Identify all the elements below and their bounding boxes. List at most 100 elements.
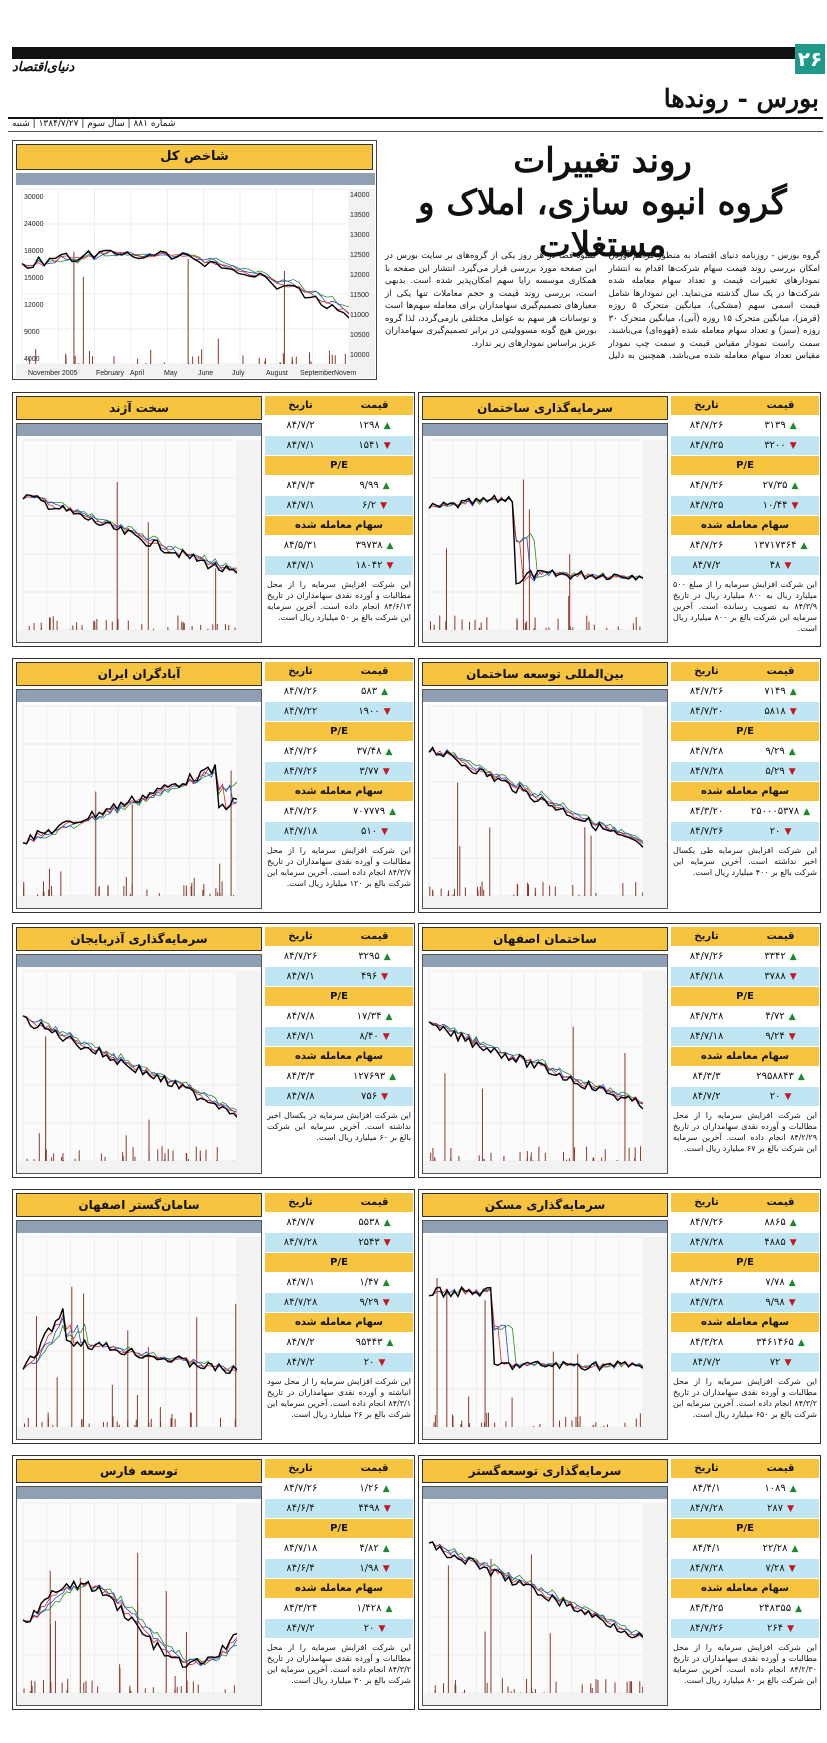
up-arrow-icon: ▲ [382,1484,390,1494]
chart-toolbar [17,1487,261,1499]
price-axis [237,1237,261,1427]
up-arrow-icon: ▲ [386,1338,394,1348]
stats-table: قیمت تاریخ ▲۳۳۴۲ ۸۴/۷/۲۶ ▼۳۷۸۸ ۸۴/۷/۱۸ P/… [671,927,819,1176]
y-tick-label: 12000 [24,302,44,309]
x-tick-label: April [130,370,144,377]
value-cell: ▲۳۱۳۹ [764,420,797,431]
date-cell: ۸۴/۷/۱ [286,560,315,571]
date-cell: ۸۴/۷/۲۶ [283,686,318,697]
down-arrow-icon: ▼ [383,1238,391,1248]
dateline: شماره ۸۸۱ | سال سوم | ۱۳۸۴/۷/۲۷ | شنبه [12,119,176,129]
column-header: قیمت تاریخ [671,927,819,947]
chart-box: سامان‌گستر اصفهان [16,1193,262,1440]
up-arrow-icon: ▲ [788,747,796,757]
date-cell: ۸۴/۷/۱ [286,971,315,982]
value-row: ▼۳۲۰۰ ۸۴/۷/۲۵ [671,436,819,456]
stock-panel: آبادگران ایران قیمت تاریخ ▲۵۸۳ ۸۴/۷/۲۶ ▼۱… [12,658,415,913]
date-cell: ۸۴/۶/۴ [286,1563,315,1574]
stock-panel: ساختمان اصفهان قیمت تاریخ ▲۳۳۴۲ ۸۴/۷/۲۶ ▼… [418,923,821,1178]
date-cell: ۸۴/۷/۲۲ [283,706,318,717]
value-cell: ▼۲۰ [769,1091,792,1102]
column-header: قیمت تاریخ [671,1193,819,1213]
intro-text: گروه بورس - روزنامه دنیای اقتصاد به منظو… [385,251,821,361]
value-row: ▼۳/۷۷ ۸۴/۷/۲۶ [265,762,413,782]
date-cell: ۸۴/۷/۷ [286,1217,315,1228]
value-cell: ▲۵۸۳ [361,686,389,697]
value-cell: ▼۹/۲۹ [359,1297,390,1308]
volume-header: سهام معامله شده [701,1317,789,1328]
value-cell: ▲۳۳۴۲ [764,951,797,962]
up-arrow-icon: ▲ [788,1012,796,1022]
value-row: ▼۹/۲۹ ۸۴/۷/۲۸ [265,1293,413,1313]
chart-box: سرمایه‌گذاری آذربایجان [16,927,262,1174]
chart-toolbar [17,1221,261,1233]
value-row: ▲۲۹۵۸۸۴۳ ۸۴/۳/۳ [671,1067,819,1087]
headline: روند تغییرات گروه انبوه سازی، املاک و مس… [385,140,820,266]
value-row: ▼۲۸۷ ۸۴/۷/۲۸ [671,1499,819,1519]
price-line [428,1542,644,1638]
date-cell: ۸۴/۷/۲۸ [283,1297,318,1308]
volume-header: سهام معامله شده [701,1051,789,1062]
date-cell: ۸۴/۷/۲ [286,1357,315,1368]
value-row: ▲۱/۴۷ ۸۴/۷/۱ [265,1273,413,1293]
stock-chart [16,423,262,643]
chart-toolbar [423,1221,667,1233]
price-line [22,764,238,845]
stock-chart [16,1486,262,1706]
x-tick-label: February [96,370,125,377]
up-arrow-icon: ▲ [797,1338,805,1348]
date-cell: ۸۴/۷/۲۸ [689,1011,724,1022]
pe-header: P/E [330,1257,348,1268]
date-cell: ۸۴/۴/۱ [692,1483,721,1494]
date-cell: ۸۴/۷/۲۶ [689,826,724,837]
date-cell: ۸۴/۷/۱ [286,500,315,511]
chart-toolbar [423,690,667,702]
column-header: قیمت تاریخ [265,396,413,416]
value-cell: ▲۳۹۷۳۸ [355,540,394,551]
value-row: ▼۲۰ ۸۴/۷/۲ [265,1619,413,1639]
column-header: قیمت تاریخ [265,1193,413,1213]
price-line [22,1015,238,1116]
chart-toolbar [423,424,667,436]
down-arrow-icon: ▼ [788,1032,796,1042]
x-tick-label: Novem [334,370,356,377]
chart-box: سخت آژند [16,396,262,643]
value-row: ▲۸۸۶۵ ۸۴/۷/۲۶ [671,1213,819,1233]
price-axis [643,440,667,630]
stats-table: قیمت تاریخ ▲۳۲۹۵ ۸۴/۷/۲۶ ▼۴۹۶ ۸۴/۷/۱ P/E … [265,927,413,1176]
price-axis [349,189,375,364]
date-cell: ۸۴/۷/۲۰ [689,706,724,717]
price-axis [643,1237,667,1427]
x-tick-label: November [28,370,61,377]
y-tick-label: 13500 [350,212,370,219]
value-row: ▼۲۰ ۸۴/۷/۲ [265,1353,413,1373]
price-line [428,746,644,848]
chart-box: سرمایه‌گذاری ساختمان [422,396,668,643]
price-line [428,1288,644,1370]
down-arrow-icon: ▼ [787,1624,795,1634]
company-name: سامان‌گستر اصفهان [16,1193,262,1217]
value-row: ▲۴/۸۲ ۸۴/۷/۱۸ [265,1539,413,1559]
pe-header: P/E [736,726,754,737]
value-cell: ▼۱۸۰۴۲ [355,560,394,571]
up-arrow-icon: ▲ [789,687,797,697]
date-cell: ۸۴/۳/۳ [286,1071,315,1082]
down-arrow-icon: ▼ [791,501,799,511]
date-axis [423,1427,667,1439]
value-row: ▼۷۲ ۸۴/۷/۲ [671,1353,819,1373]
value-row: ▲۱۲۹۸ ۸۴/۷/۲ [265,416,413,436]
stock-panel: سامان‌گستر اصفهان قیمت تاریخ ▲۵۵۳۸ ۸۴/۷/۷… [12,1189,415,1444]
index-chart: November 2005 February April May June July Augu… [16,173,375,378]
index-panel: شاخص کل November 2005 February April May June… [12,140,377,380]
value-row: ▲۲۲/۲۸ ۸۴/۴/۱ [671,1539,819,1559]
column-header: قیمت تاریخ [671,1459,819,1479]
date-cell: ۸۴/۴/۱ [692,1543,721,1554]
value-row: ▲۲۷/۳۵ ۸۴/۷/۲۶ [671,476,819,496]
up-arrow-icon: ▲ [385,1604,393,1614]
value-cell: ▼۴۴۹۸ [358,1503,391,1514]
down-arrow-icon: ▼ [381,972,389,982]
chart-box: سرمایه‌گذاری مسکن [422,1193,668,1440]
x-tick-label: June [198,370,213,377]
up-arrow-icon: ▲ [381,687,389,697]
stats-table: قیمت تاریخ ▲۷۱۴۹ ۸۴/۷/۲۶ ▼۵۸۱۸ ۸۴/۷/۲۰ P/… [671,662,819,911]
